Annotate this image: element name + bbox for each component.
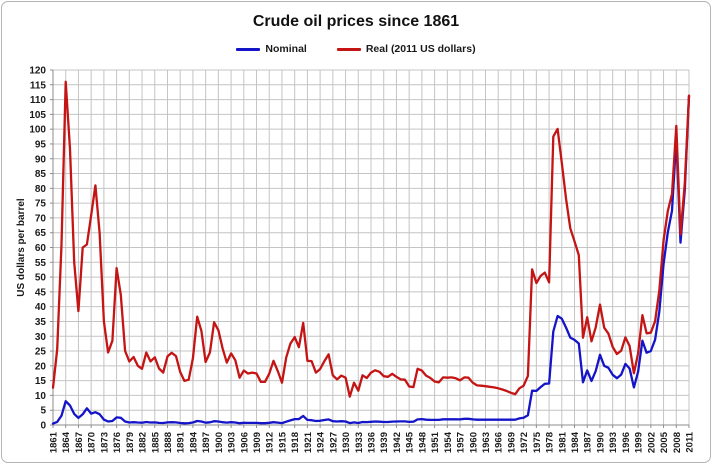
svg-text:1981: 1981 [557, 431, 568, 453]
svg-text:70: 70 [35, 213, 47, 224]
svg-text:2011: 2011 [685, 431, 696, 452]
svg-text:1957: 1957 [456, 432, 467, 453]
svg-text:2008: 2008 [672, 432, 683, 453]
svg-text:1870: 1870 [87, 432, 98, 453]
svg-text:1951: 1951 [430, 431, 441, 453]
legend: Nominal Real (2011 US dollars) [2, 43, 710, 55]
svg-text:1927: 1927 [328, 432, 339, 453]
svg-text:1918: 1918 [290, 432, 301, 453]
svg-text:1888: 1888 [163, 432, 174, 453]
nominal-price-line [51, 94, 691, 425]
svg-text:45: 45 [35, 287, 47, 298]
svg-text:1879: 1879 [125, 432, 136, 453]
legend-label-nominal: Nominal [265, 43, 307, 55]
svg-text:1933: 1933 [354, 432, 365, 453]
nominal-line-swatch-icon [236, 47, 261, 51]
y-tick-labels: 0 5 10 15 20 25 30 35 40 45 50 55 60 65 70 75 80 85 90 95 10… [29, 66, 46, 432]
svg-text:1942: 1942 [392, 432, 403, 453]
svg-text:1885: 1885 [150, 431, 161, 453]
svg-text:1996: 1996 [621, 432, 632, 453]
svg-text:1966: 1966 [494, 432, 505, 453]
svg-text:40: 40 [35, 302, 47, 313]
svg-text:60: 60 [35, 243, 47, 254]
svg-text:85: 85 [35, 169, 47, 180]
svg-text:95: 95 [35, 139, 47, 150]
svg-text:1993: 1993 [608, 432, 619, 453]
svg-text:1930: 1930 [341, 432, 352, 453]
svg-text:1912: 1912 [265, 432, 276, 453]
svg-text:1969: 1969 [506, 432, 517, 453]
chart-title: Crude oil prices since 1861 [252, 13, 460, 30]
svg-text:1972: 1972 [519, 432, 530, 453]
svg-text:1915: 1915 [277, 431, 288, 453]
svg-text:65: 65 [35, 228, 47, 239]
svg-text:1891: 1891 [176, 431, 187, 453]
svg-text:1987: 1987 [583, 432, 594, 453]
legend-item-real: Real (2011 US dollars) [336, 43, 476, 55]
svg-text:55: 55 [35, 258, 47, 269]
svg-text:1936: 1936 [367, 432, 378, 453]
svg-text:1945: 1945 [405, 431, 416, 453]
svg-text:1954: 1954 [443, 431, 454, 453]
svg-text:75: 75 [35, 199, 47, 210]
svg-text:2005: 2005 [659, 431, 670, 453]
svg-text:1984: 1984 [570, 431, 581, 453]
svg-text:1924: 1924 [316, 431, 327, 453]
svg-text:100: 100 [29, 125, 46, 136]
svg-text:1975: 1975 [532, 431, 543, 453]
svg-text:10: 10 [35, 391, 47, 402]
svg-text:105: 105 [29, 110, 46, 121]
svg-text:1963: 1963 [481, 432, 492, 453]
svg-text:1906: 1906 [239, 432, 250, 453]
svg-text:1861: 1861 [49, 431, 60, 453]
svg-text:1909: 1909 [252, 432, 263, 453]
svg-text:1990: 1990 [595, 432, 606, 453]
svg-text:1876: 1876 [112, 432, 123, 453]
legend-label-real: Real (2011 US dollars) [365, 43, 476, 55]
svg-text:2002: 2002 [646, 432, 657, 453]
svg-text:5: 5 [40, 406, 46, 417]
svg-text:90: 90 [35, 154, 47, 165]
x-tick-labels: 1861 1864 1867 1870 1873 1876 1879 1882 1885 1888… [49, 431, 696, 453]
y-axis-title: US dollars per barrel [16, 198, 27, 297]
svg-text:1882: 1882 [138, 432, 149, 453]
svg-text:1903: 1903 [227, 432, 238, 453]
svg-text:1867: 1867 [74, 432, 85, 453]
svg-text:35: 35 [35, 317, 47, 328]
svg-text:25: 25 [35, 347, 47, 358]
svg-text:1960: 1960 [468, 432, 479, 453]
svg-text:1939: 1939 [379, 432, 390, 453]
svg-text:1921: 1921 [303, 431, 314, 453]
svg-text:1864: 1864 [61, 431, 72, 453]
svg-text:0: 0 [40, 421, 46, 432]
svg-text:1978: 1978 [545, 432, 556, 453]
svg-text:20: 20 [35, 361, 47, 372]
svg-text:110: 110 [30, 95, 47, 106]
axes [50, 69, 690, 428]
legend-item-nominal: Nominal [236, 43, 307, 55]
svg-text:50: 50 [35, 273, 47, 284]
svg-text:80: 80 [35, 184, 47, 195]
svg-text:1900: 1900 [214, 432, 225, 453]
svg-text:1999: 1999 [634, 432, 645, 453]
svg-text:1873: 1873 [99, 432, 110, 453]
svg-text:1948: 1948 [417, 432, 428, 453]
svg-text:115: 115 [30, 80, 47, 91]
svg-text:1897: 1897 [201, 432, 212, 453]
svg-text:15: 15 [35, 376, 47, 387]
svg-text:30: 30 [35, 332, 47, 343]
svg-text:120: 120 [29, 66, 46, 77]
real-line-swatch-icon [336, 47, 361, 51]
svg-text:1894: 1894 [188, 431, 199, 453]
real-price-line [51, 80, 691, 398]
